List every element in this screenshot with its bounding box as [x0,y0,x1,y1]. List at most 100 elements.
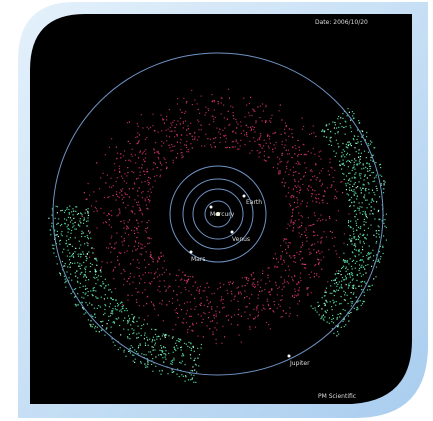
asteroid [140,114,142,116]
asteroid [359,122,361,124]
asteroid [269,328,271,330]
asteroid [335,301,337,303]
asteroid [173,346,175,349]
asteroid [365,190,367,192]
asteroids [48,88,387,383]
asteroid [352,138,354,140]
asteroid [263,139,265,141]
asteroid [281,316,283,318]
asteroid [257,314,259,316]
asteroid [353,139,355,141]
asteroid [64,265,66,267]
asteroid [246,277,248,279]
asteroid [369,143,372,145]
asteroid [152,370,154,372]
asteroid [379,218,381,220]
asteroid [232,106,234,108]
asteroid [178,286,180,288]
asteroid [85,266,87,268]
asteroid [179,361,181,363]
asteroid [357,218,359,220]
asteroid [251,275,253,277]
asteroid [105,328,107,330]
asteroid [211,308,213,310]
asteroid [298,192,300,194]
asteroid [128,219,131,221]
asteroid [378,251,380,253]
asteroid [108,289,110,291]
asteroid [161,140,163,142]
asteroid [112,308,114,310]
asteroid [92,252,94,254]
asteroid [321,316,323,318]
asteroid [344,156,346,158]
asteroid [231,146,233,148]
asteroid [63,211,66,214]
asteroid [138,267,140,269]
asteroid [219,282,221,284]
asteroid [359,155,362,158]
asteroid [343,265,345,267]
asteroid [254,283,256,286]
asteroid [81,233,83,235]
asteroid [331,167,333,169]
asteroid [367,151,370,153]
asteroid [77,281,79,283]
asteroid [258,156,260,158]
asteroid [75,247,77,249]
asteroid [158,285,160,288]
asteroid [292,223,294,225]
asteroid [298,172,300,175]
asteroid [290,220,292,222]
asteroid [322,199,324,201]
asteroid [359,227,361,229]
asteroid [330,136,332,138]
asteroid [298,219,300,221]
asteroid [231,293,233,295]
asteroid [128,321,130,323]
asteroid [95,296,97,298]
asteroid [215,310,217,312]
asteroid [256,306,258,308]
asteroid [249,152,251,154]
asteroid [93,210,95,213]
asteroid [216,306,218,308]
asteroid [334,279,336,281]
asteroid [84,285,86,287]
asteroid [360,192,362,194]
asteroid [337,331,339,333]
asteroid [335,139,337,141]
asteroid [343,164,345,166]
asteroid [288,135,290,137]
asteroid [377,258,379,260]
asteroid [293,261,295,263]
asteroid [305,167,307,169]
asteroid [313,272,315,275]
asteroid [345,284,347,286]
asteroid [258,152,260,154]
asteroid [82,253,85,255]
asteroid [376,188,378,190]
asteroid [149,199,151,202]
asteroid [347,268,349,271]
asteroid [186,279,188,281]
asteroid [193,359,195,362]
asteroid [349,125,351,127]
asteroid [71,229,73,232]
asteroid [273,311,275,313]
asteroid [353,292,355,294]
asteroid [334,291,337,293]
asteroid [135,351,138,353]
asteroid [197,119,199,121]
asteroid [87,208,89,210]
asteroid [320,240,322,242]
asteroid [270,121,272,123]
asteroid [382,246,384,248]
asteroid [147,190,149,192]
asteroid [352,252,354,254]
asteroid [84,243,86,245]
asteroid [355,220,357,222]
asteroid [277,156,279,158]
asteroid [345,143,347,145]
asteroid [237,313,239,316]
